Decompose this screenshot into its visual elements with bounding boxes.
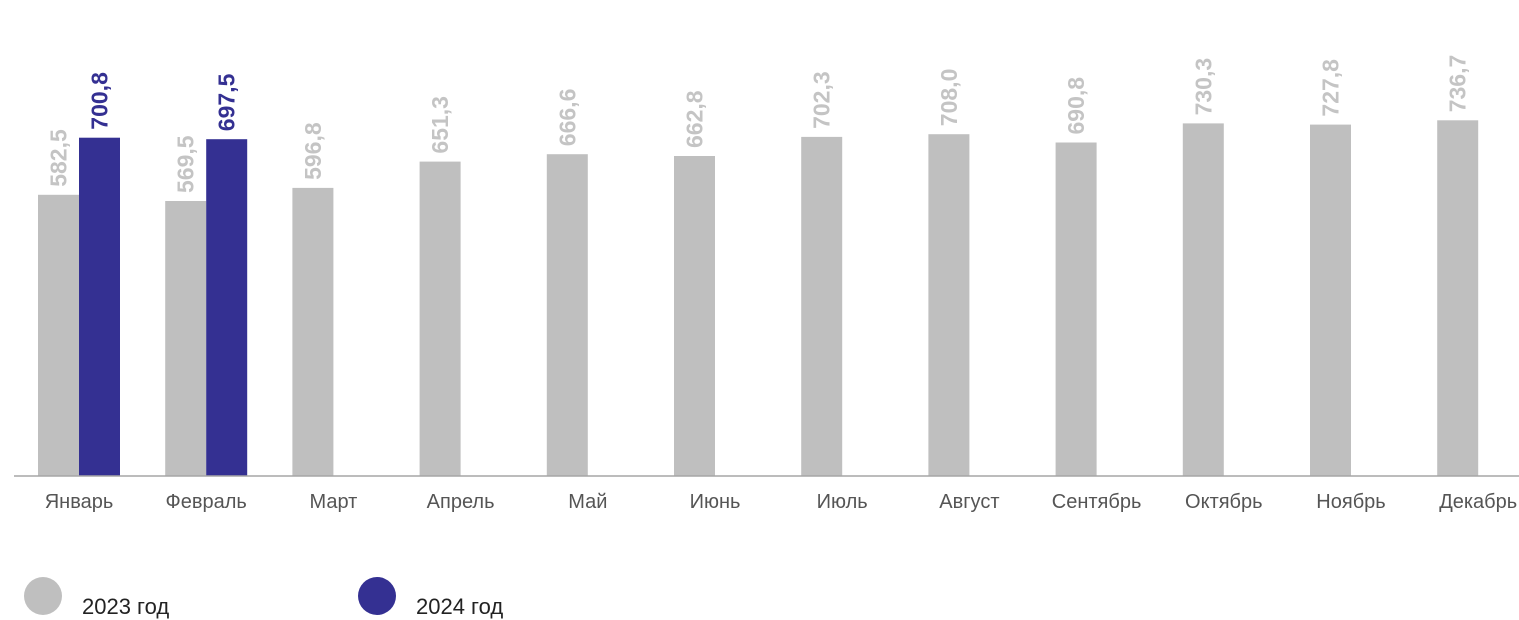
category-label-12: Декабрь bbox=[1439, 491, 1517, 513]
bar-2024-1 bbox=[79, 138, 120, 476]
category-label-8: Август bbox=[939, 491, 999, 513]
value-label-2023-1: 582,5 bbox=[46, 129, 72, 187]
category-label-11: Ноябрь bbox=[1316, 491, 1385, 513]
bar-2024-2 bbox=[206, 139, 247, 476]
value-label-2023-4: 651,3 bbox=[427, 96, 453, 154]
category-label-9: Сентябрь bbox=[1052, 491, 1142, 513]
bar-2023-7 bbox=[801, 137, 842, 476]
value-label-2024-2: 697,5 bbox=[214, 73, 240, 131]
legend-swatch-2023 bbox=[24, 577, 62, 615]
bar-2023-8 bbox=[928, 134, 969, 476]
legend-label-2024: 2024 год bbox=[416, 594, 503, 620]
category-label-5: Май bbox=[568, 491, 607, 513]
bar-2023-1 bbox=[38, 195, 79, 476]
bar-2023-5 bbox=[547, 154, 588, 476]
bar-2023-4 bbox=[420, 162, 461, 476]
chart-legend: 2023 год 2024 год bbox=[0, 584, 1519, 614]
value-label-2023-9: 690,8 bbox=[1063, 77, 1089, 135]
value-label-2023-11: 727,8 bbox=[1318, 59, 1344, 117]
legend-item-2024: 2024 год bbox=[358, 584, 503, 614]
value-label-2024-1: 700,8 bbox=[87, 72, 113, 130]
bar-2023-11 bbox=[1310, 125, 1351, 476]
category-label-1: Январь bbox=[45, 491, 114, 513]
value-label-2023-2: 569,5 bbox=[173, 135, 199, 193]
value-label-2023-6: 662,8 bbox=[682, 90, 708, 148]
legend-item-2023: 2023 год bbox=[24, 584, 169, 614]
category-label-2: Февраль bbox=[166, 491, 247, 513]
bar-2023-9 bbox=[1056, 143, 1097, 477]
legend-swatch-2024 bbox=[358, 577, 396, 615]
bar-2023-10 bbox=[1183, 123, 1224, 476]
legend-label-2023: 2023 год bbox=[82, 594, 169, 620]
value-label-2023-12: 736,7 bbox=[1445, 55, 1471, 113]
bar-2023-6 bbox=[674, 156, 715, 476]
value-label-2023-8: 708,0 bbox=[936, 69, 962, 127]
category-label-4: Апрель bbox=[427, 491, 495, 513]
category-label-6: Июнь bbox=[690, 491, 741, 513]
category-label-10: Октябрь bbox=[1185, 491, 1263, 513]
bar-2023-2 bbox=[165, 201, 206, 476]
value-label-2023-3: 596,8 bbox=[300, 122, 326, 180]
category-label-3: Март bbox=[309, 491, 357, 513]
bar-2023-12 bbox=[1437, 120, 1478, 476]
category-label-7: Июль bbox=[817, 491, 868, 513]
value-label-2023-10: 730,3 bbox=[1190, 58, 1216, 116]
value-label-2023-7: 702,3 bbox=[809, 71, 835, 129]
bar-2023-3 bbox=[292, 188, 333, 476]
value-label-2023-5: 666,6 bbox=[554, 89, 580, 147]
